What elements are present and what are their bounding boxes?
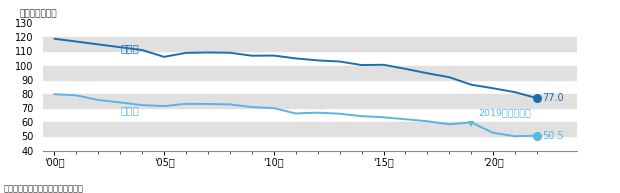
Text: 出生数: 出生数	[120, 44, 139, 54]
Bar	[43, 66, 577, 80]
Text: 2019年の令和婚: 2019年の令和婚	[478, 108, 531, 117]
Bar	[43, 94, 577, 108]
Text: 出所：厚生労働省「人口動態統計」: 出所：厚生労働省「人口動態統計」	[3, 184, 83, 193]
Text: 77.0: 77.0	[542, 93, 564, 103]
Text: 婚姻数: 婚姻数	[120, 105, 139, 115]
Text: （万人・万組）: （万人・万組）	[19, 9, 57, 18]
Text: 50.5: 50.5	[542, 131, 564, 141]
Bar	[43, 122, 577, 136]
Bar	[43, 37, 577, 52]
